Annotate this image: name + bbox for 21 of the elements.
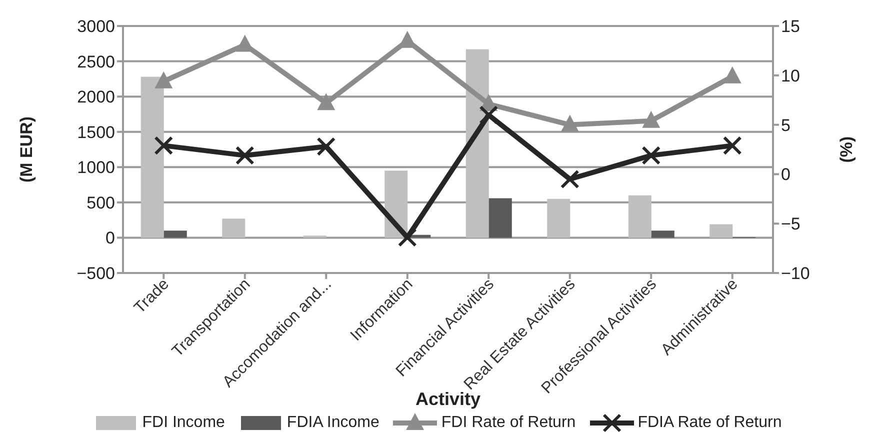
- y-tick-label: 1500: [77, 122, 115, 142]
- legend-label: FDIA Income: [286, 414, 380, 432]
- legend-label: FDIA Rate of Return: [638, 414, 782, 432]
- legend-label: FDI Income: [142, 414, 225, 432]
- y2-axis-title: (%): [837, 136, 856, 163]
- y2-tick-label: −10: [781, 264, 810, 284]
- y2-tick-label: 10: [781, 66, 800, 86]
- y2-tick-label: −5: [781, 214, 800, 234]
- y-tick-label: 1000: [77, 158, 115, 178]
- y-tick-label: 3000: [77, 17, 115, 36]
- y-tick-label: 500: [86, 193, 115, 212]
- y2-tick-label: 15: [781, 17, 800, 36]
- y-tick-label: −500: [76, 264, 115, 284]
- y2-tick-label: 0: [781, 165, 790, 184]
- y-tick-label: 2000: [77, 88, 115, 107]
- y-tick-label: 2500: [77, 52, 115, 72]
- y-tick-label: 0: [106, 228, 115, 248]
- y-axis-title: (M EUR): [17, 116, 36, 183]
- legend-label: FDI Rate of Return: [441, 414, 576, 432]
- y2-tick-label: 5: [781, 116, 790, 135]
- x-axis-title: Activity: [415, 389, 481, 409]
